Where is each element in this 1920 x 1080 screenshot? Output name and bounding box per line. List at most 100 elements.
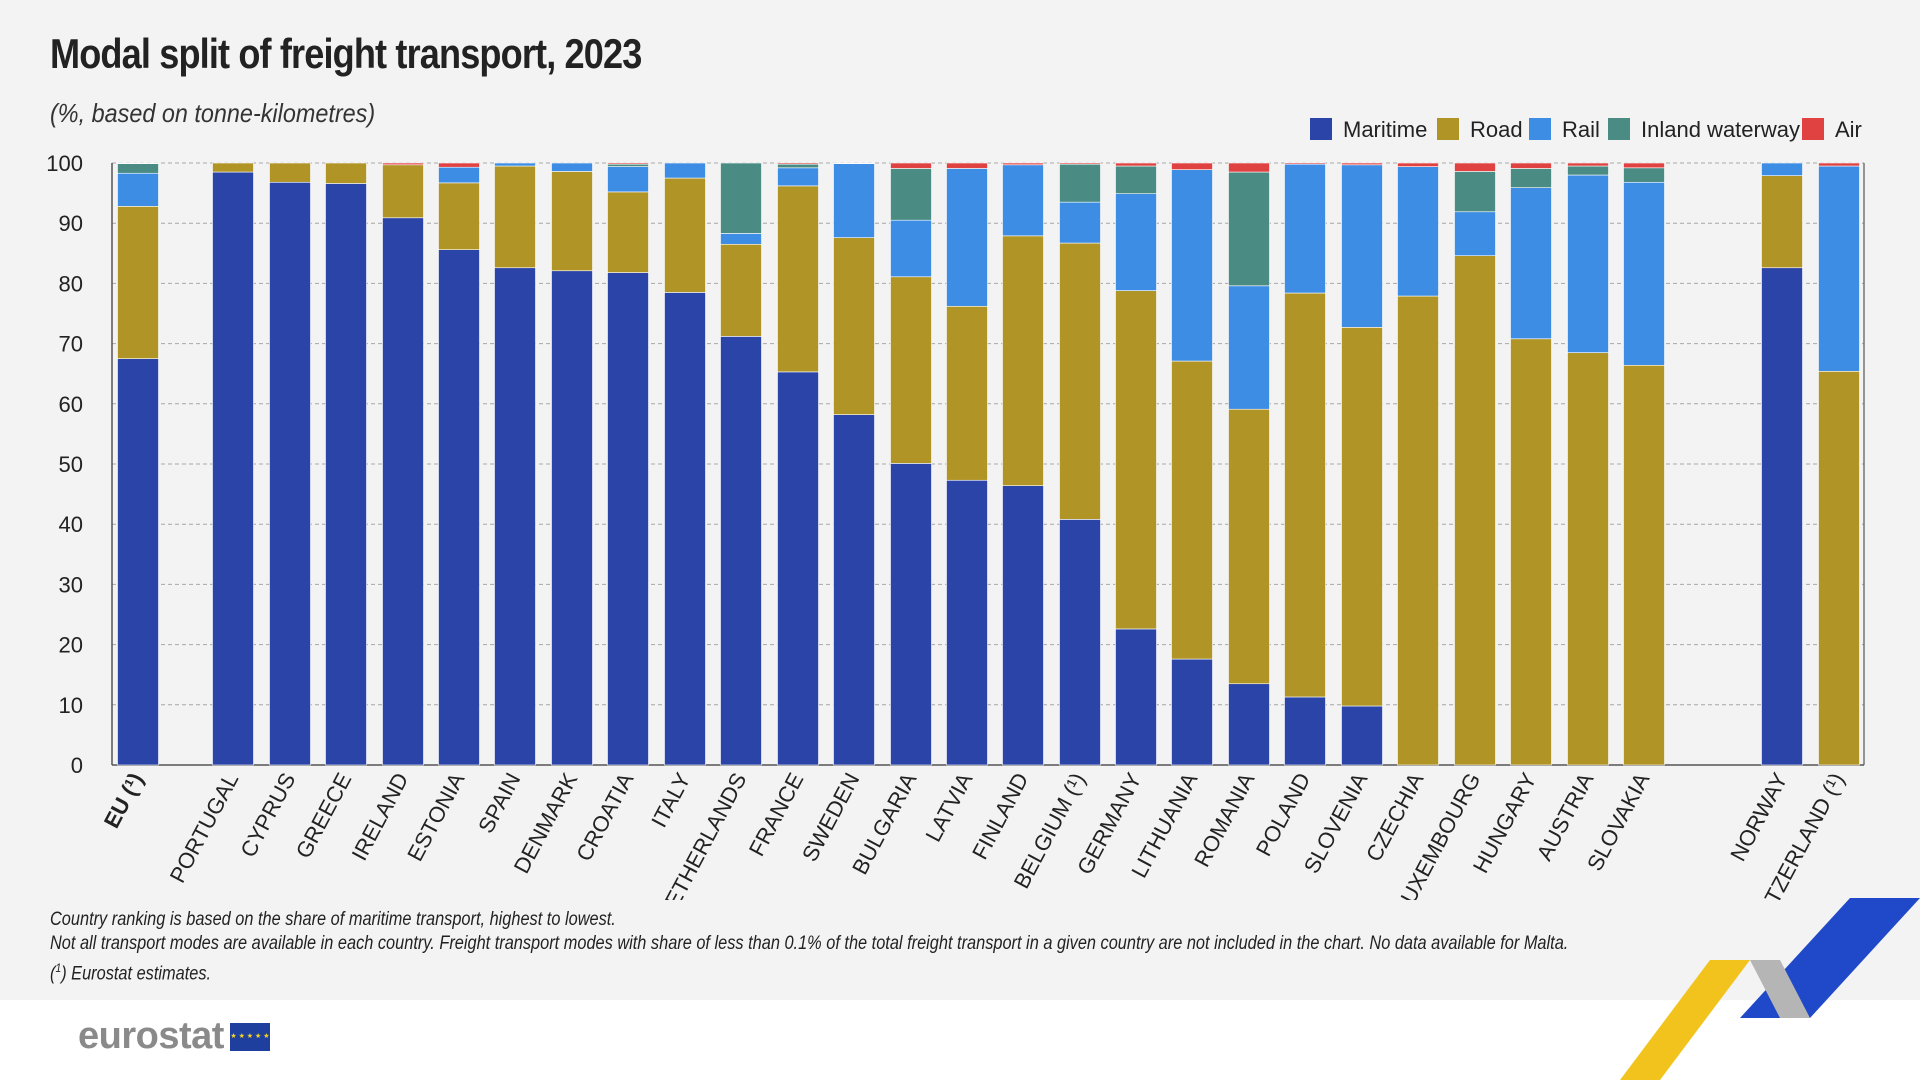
- bar-stack: [494, 162, 536, 766]
- legend: Maritime Road Rail Inland waterway Air: [1310, 117, 1862, 142]
- bar-stack: [1454, 162, 1496, 766]
- bar-segment-maritime: [664, 292, 706, 766]
- bar-segment-inland-waterway: [720, 162, 762, 234]
- bar-segment-air: [1171, 162, 1213, 170]
- bar-segment-road: [1623, 364, 1665, 766]
- bar-segment-air: [1228, 162, 1270, 173]
- bar-segment-air: [1341, 162, 1383, 166]
- bar-stack: [1171, 162, 1213, 766]
- bar-segment-rail: [1171, 169, 1213, 362]
- bar-stack: [1059, 162, 1101, 766]
- bar-segment-road: [1454, 255, 1496, 766]
- bar-segment-air: [1623, 162, 1665, 169]
- bar-stack: [607, 162, 649, 766]
- bar-segment-road: [269, 162, 311, 183]
- bar-segment-rail: [1228, 285, 1270, 410]
- bar-segment-road: [1567, 352, 1609, 766]
- bar-segment-rail: [1818, 165, 1860, 372]
- bar-segment-road: [1761, 175, 1803, 269]
- bar-segment-air: [117, 162, 159, 164]
- bar-stack: [890, 162, 932, 766]
- bar-segment-road: [117, 206, 159, 359]
- eu-flag-icon: ★ ★ ★ ★ ★: [229, 1022, 270, 1051]
- bar-segment-rail: [1454, 211, 1496, 257]
- bar-segment-inland-waterway: [777, 163, 819, 169]
- bar-stack: [438, 162, 480, 766]
- eurostat-logo[interactable]: eurostat ★ ★ ★ ★ ★: [78, 1015, 270, 1058]
- bar-segment-air: [946, 162, 988, 169]
- bar-segment-maritime: [438, 249, 480, 766]
- bar-stack: [1818, 162, 1860, 766]
- bar-stack: [269, 162, 311, 766]
- footnote-marker: 1: [55, 961, 62, 975]
- bar-segment-road: [1002, 235, 1044, 486]
- bar-segment-maritime: [212, 171, 254, 766]
- bar-segment-road: [494, 165, 536, 269]
- bar-segment-maritime: [720, 336, 762, 766]
- bar-segment-air: [438, 162, 480, 168]
- chart-title: Modal split of freight transport, 2023: [50, 30, 642, 77]
- x-tick-label: ESTONIA: [402, 768, 469, 865]
- bar-segment-maritime: [551, 270, 593, 766]
- y-tick-label: 20: [59, 633, 83, 658]
- bar-segment-rail: [833, 163, 875, 238]
- logo-wordmark: eurostat: [78, 1015, 224, 1057]
- bar-segment-inland-waterway: [1623, 167, 1665, 183]
- bar-segment-air: [1284, 162, 1326, 165]
- bar-stack: [382, 162, 424, 766]
- ribbon-blue: [1740, 898, 1920, 1018]
- legend-swatch: [1608, 118, 1630, 140]
- bar-stack: [833, 162, 875, 766]
- bar-stack: [551, 162, 593, 766]
- bar-segment-air: [1002, 162, 1044, 166]
- note-estimates-text: Eurostat estimates.: [66, 963, 212, 985]
- bar-segment-rail: [777, 167, 819, 187]
- ribbon-grey: [1750, 960, 1810, 1018]
- bar-segment-road: [777, 185, 819, 373]
- bar-segment-rail: [1059, 201, 1101, 244]
- bar-segment-inland-waterway: [117, 163, 159, 174]
- bar-segment-inland-waterway: [1228, 171, 1270, 287]
- bar-stack: [325, 162, 367, 766]
- bar-stack: [1002, 162, 1044, 766]
- bar-segment-air: [833, 162, 875, 164]
- y-axis-ticks: 0 10 20 30 40 50 60 70 80 90 100: [46, 151, 83, 778]
- bar-segment-road: [1818, 370, 1860, 766]
- bar-segment-air: [607, 162, 649, 165]
- bar-segment-road: [212, 162, 254, 173]
- bar-stack: [1510, 162, 1552, 766]
- bar-segment-air: [1454, 162, 1496, 172]
- bar-segment-road: [1228, 408, 1270, 685]
- bar-segment-maritime: [1059, 519, 1101, 766]
- y-tick-label: 40: [59, 512, 83, 537]
- bar-segment-maritime: [607, 272, 649, 766]
- bar-segment-rail: [494, 162, 536, 167]
- bar-segment-inland-waterway: [1059, 163, 1101, 203]
- bar-stack: [117, 162, 159, 766]
- x-tick-label: SPAIN: [473, 769, 525, 838]
- bar-segment-maritime: [325, 183, 367, 766]
- bar-segment-rail: [720, 233, 762, 245]
- stacked-bar-chart: 0 10 20 30 40 50 60 70 80 90 100 EU (¹) PORTUGALCYP…: [46, 117, 1865, 900]
- bar-stack: [720, 162, 762, 766]
- bar-segment-rail: [607, 166, 649, 193]
- bar-segment-road: [438, 182, 480, 250]
- x-tick-label: LATVIA: [921, 768, 978, 846]
- bar-segment-rail: [1567, 174, 1609, 353]
- bar-stack: [1284, 162, 1326, 766]
- bar-segment-inland-waterway: [1510, 168, 1552, 188]
- bar-segment-road: [720, 243, 762, 337]
- bar-stack: [1228, 162, 1270, 766]
- chart-subtitle: (%, based on tonne-kilometres): [50, 98, 376, 128]
- bar-segment-rail: [1761, 162, 1803, 176]
- x-tick-label: FINLAND: [967, 769, 1033, 864]
- bar-segment-road: [664, 177, 706, 293]
- x-tick-label: SWEDEN: [797, 769, 864, 866]
- y-tick-label: 50: [59, 452, 83, 477]
- footer-band: [0, 1000, 1920, 1080]
- x-tick-label: FRANCE: [744, 769, 809, 861]
- bar-segment-maritime: [890, 463, 932, 766]
- legend-swatch: [1802, 118, 1824, 140]
- note-availability: Not all transport modes are available in…: [50, 933, 1569, 954]
- bar-segment-rail: [1002, 164, 1044, 237]
